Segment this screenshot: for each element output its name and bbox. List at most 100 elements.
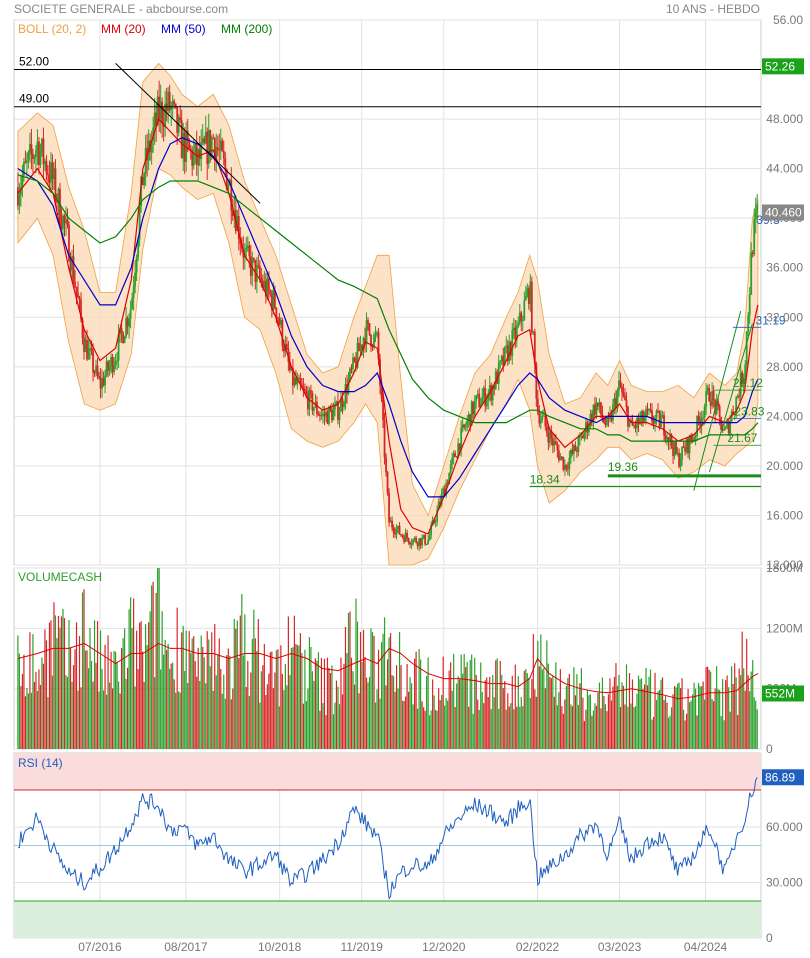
candle-body [538, 412, 541, 424]
candle-body [397, 525, 399, 529]
candle-body [633, 425, 635, 427]
candle-body [744, 364, 747, 378]
candle-body [530, 281, 533, 333]
candle-body [696, 416, 699, 436]
candle-body [180, 120, 183, 159]
candle-body [266, 278, 269, 297]
candle-body [341, 398, 344, 408]
candle-body [116, 360, 118, 362]
candle-body [362, 338, 365, 349]
candle-body [476, 393, 479, 396]
candle-body [305, 391, 308, 395]
x-tick-label: 10/2018 [258, 940, 302, 954]
candle-body [24, 161, 27, 163]
legend-boll: BOLL (20, 2) [18, 22, 86, 36]
candle-body [615, 398, 617, 409]
candle-body [742, 377, 745, 385]
price-tick-label: 20.000 [766, 459, 803, 473]
candle-body [603, 418, 605, 423]
candle-body [709, 401, 712, 406]
candle-body [455, 456, 458, 458]
candle-body [463, 424, 466, 428]
rsi-tick-label: 0 [766, 931, 773, 945]
price-annotation: 31.19 [756, 313, 786, 327]
candle-body [60, 223, 63, 230]
candle-body [675, 442, 677, 454]
candle-body [272, 290, 275, 310]
candle-body [672, 446, 674, 456]
candle-body [442, 488, 445, 494]
candle-body [756, 204, 759, 212]
candle-body [493, 385, 496, 390]
candle-body [595, 402, 598, 415]
candle-body [400, 534, 402, 536]
candle-body [102, 378, 105, 386]
candle-body [164, 103, 167, 127]
candle-body [600, 402, 602, 415]
candle-body [328, 406, 330, 424]
candle-body [451, 457, 454, 465]
candle-body [652, 421, 655, 424]
candle-body [619, 380, 622, 387]
candle-body [533, 331, 536, 364]
uptrend-line [693, 310, 742, 491]
candle-body [72, 256, 75, 282]
candle-body [371, 346, 374, 348]
candle-body [334, 404, 336, 410]
rsi-title: RSI (14) [18, 756, 63, 770]
price-tick-label: 24.000 [766, 409, 803, 423]
candle-body [98, 375, 100, 378]
candle-body [188, 139, 191, 149]
candle-body [167, 91, 170, 112]
candle-body [252, 257, 255, 260]
candle-body [281, 320, 284, 347]
candle-body [624, 395, 626, 400]
candle-body [69, 260, 72, 271]
candle-body [278, 318, 281, 325]
candle-body [714, 399, 717, 414]
candle-body [479, 404, 482, 408]
candle-body [391, 520, 393, 528]
rsi-oversold-zone [14, 901, 761, 938]
candle-body [75, 286, 78, 293]
candle-body [604, 422, 607, 425]
candle-body [464, 426, 467, 428]
candle-body [17, 187, 19, 206]
candle-body [458, 443, 461, 450]
candle-body [630, 420, 632, 422]
candle-body [553, 441, 556, 446]
candle-body [733, 412, 736, 415]
candle-body [639, 419, 641, 424]
last-price-tag: 40.460 [765, 205, 802, 219]
candle-body [646, 408, 649, 411]
candle-body [340, 398, 342, 412]
legend-mm50: MM (50) [161, 22, 206, 36]
candle-body [170, 105, 173, 110]
candle-body [574, 445, 577, 451]
candle-body [580, 435, 583, 437]
candle-body [585, 422, 587, 432]
candle-body [569, 450, 572, 458]
candle-body [153, 112, 156, 128]
candle-body [285, 344, 288, 349]
candle-body [702, 417, 705, 419]
candle-body [337, 401, 339, 421]
resistance-tag: 52.26 [765, 59, 795, 73]
candle-body [80, 300, 82, 320]
candle-body [524, 295, 527, 301]
candle-body [518, 312, 521, 324]
candle-body [258, 266, 261, 278]
candle-body [86, 339, 88, 360]
candle-body [158, 96, 161, 120]
candle-body [509, 341, 512, 356]
bollinger-band-area [17, 62, 759, 566]
candle-body [96, 365, 99, 376]
candle-body [523, 300, 526, 320]
candle-body [51, 162, 54, 179]
candle-body [385, 457, 387, 473]
candle-body [478, 393, 481, 408]
candle-body [503, 346, 506, 365]
candle-body [35, 150, 37, 158]
candle-body [505, 345, 508, 347]
